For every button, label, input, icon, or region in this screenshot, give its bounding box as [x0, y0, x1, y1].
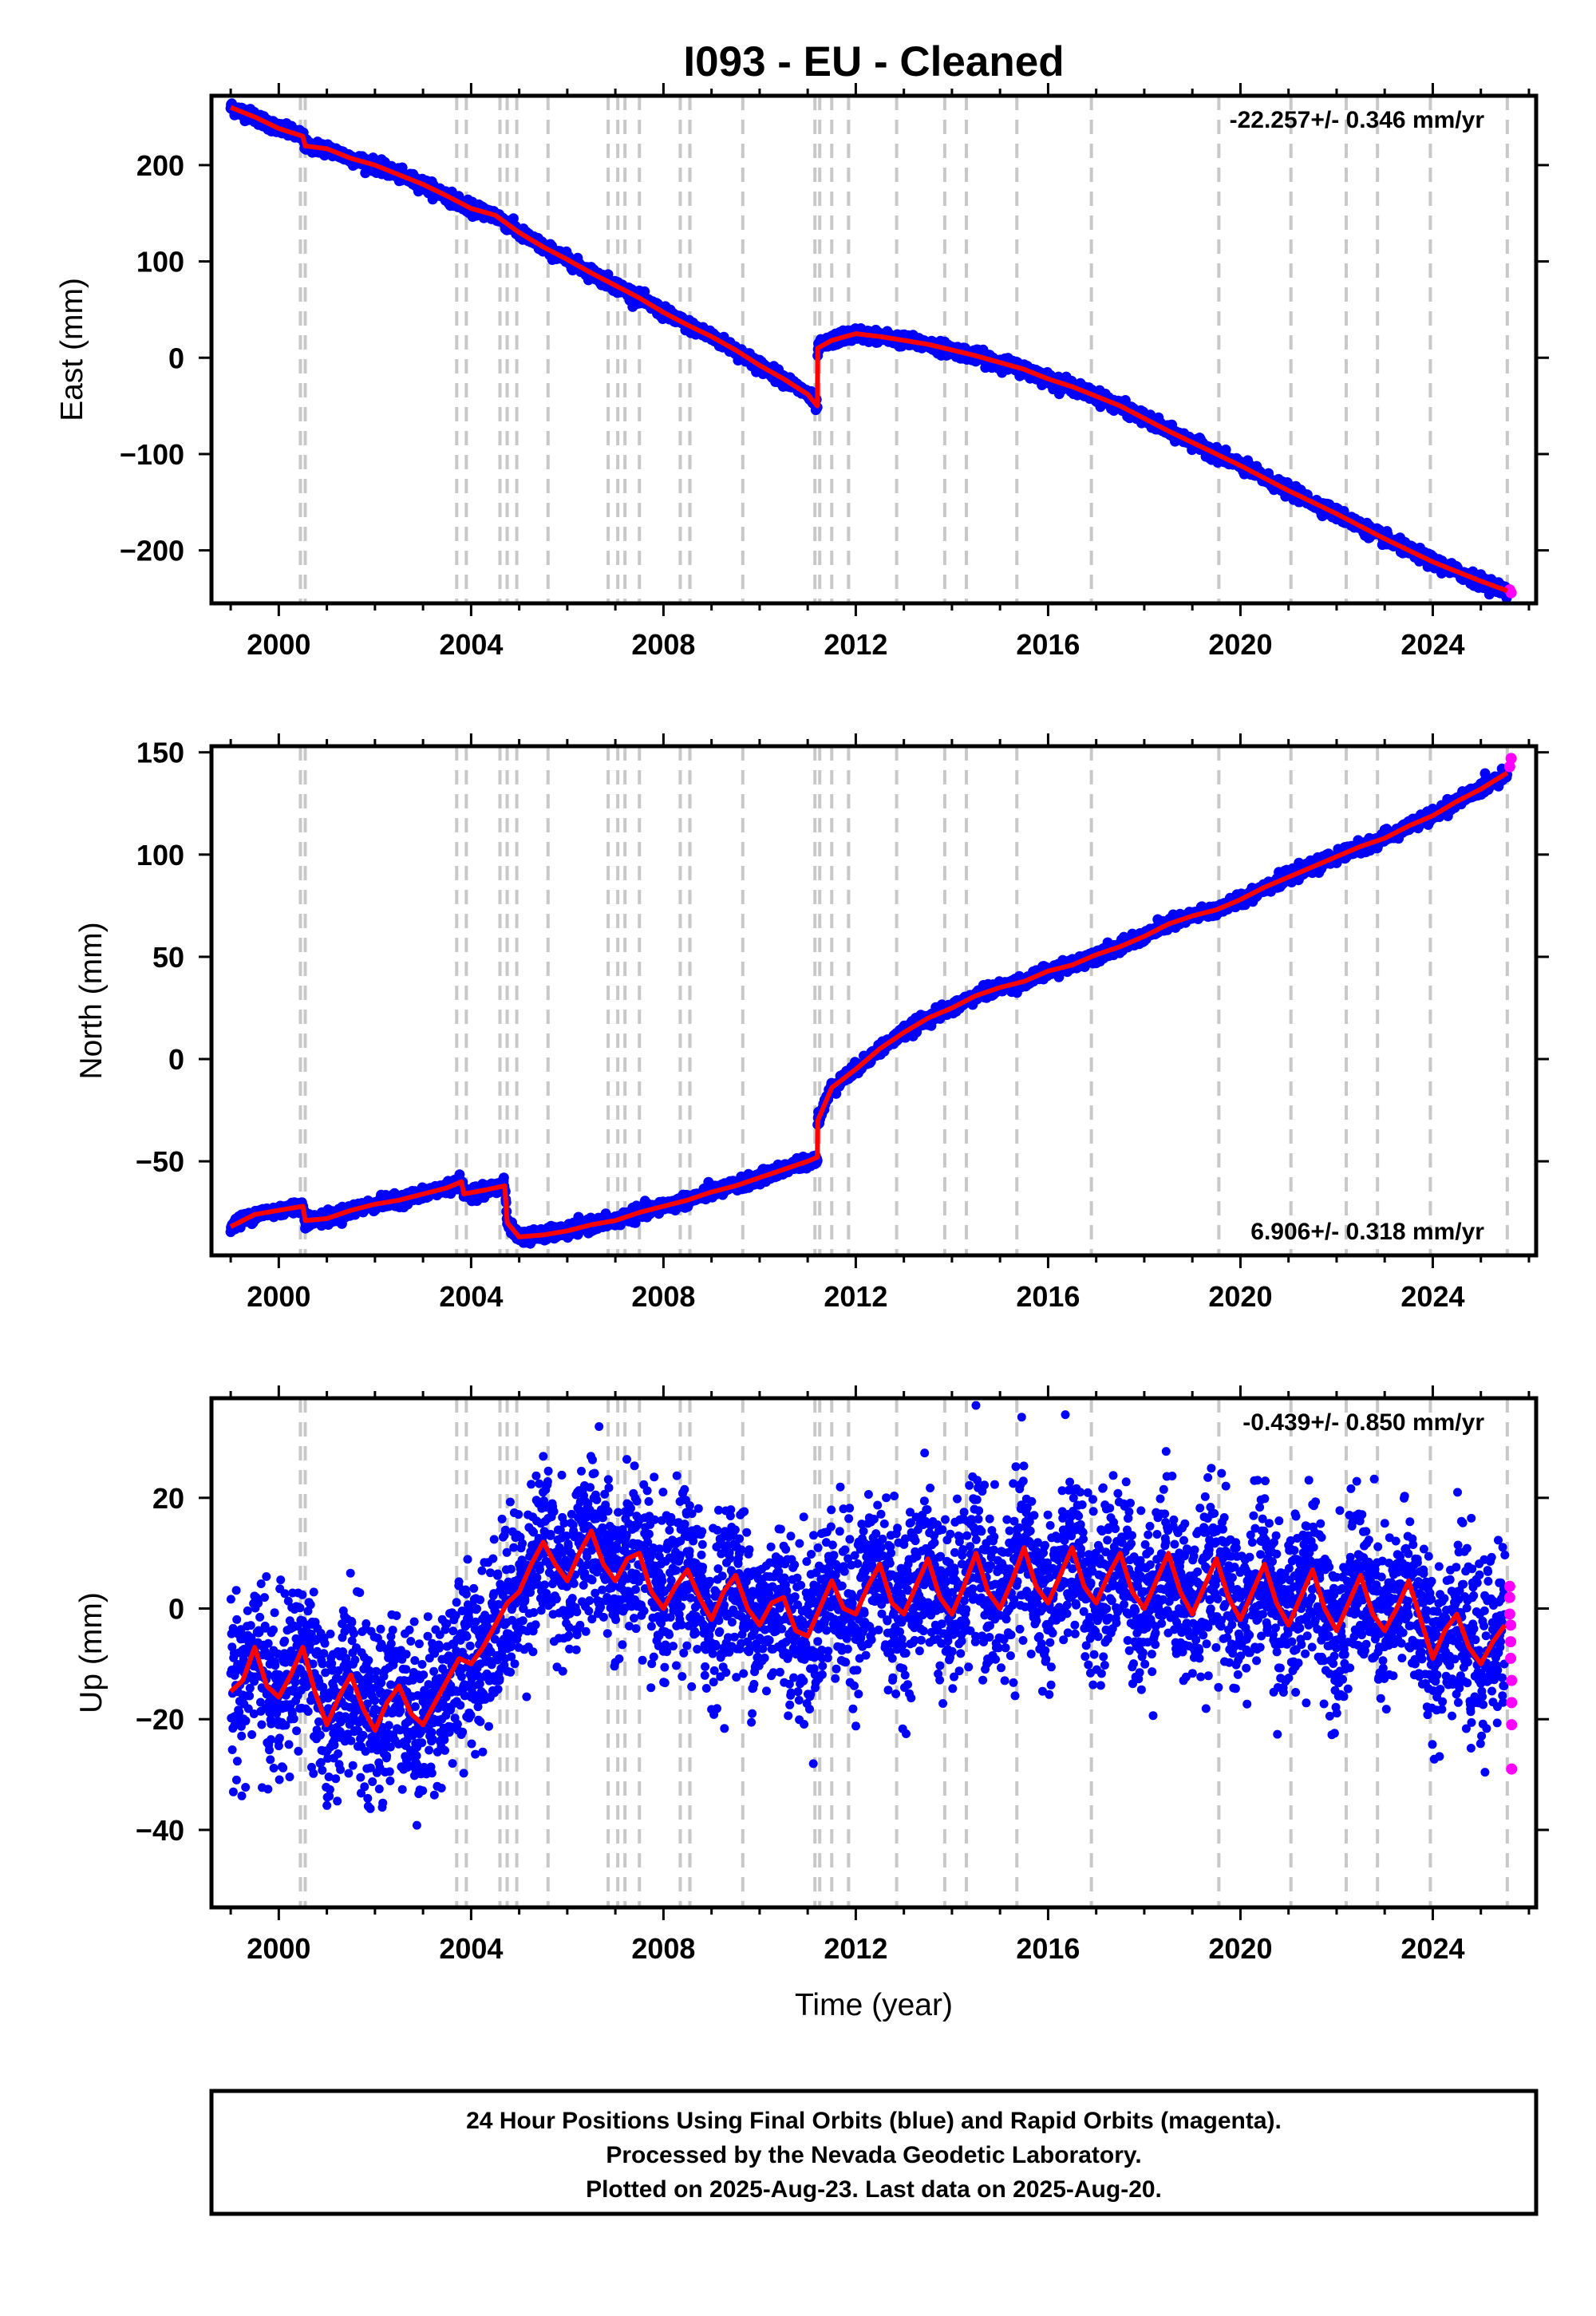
plot-frame	[209, 93, 1539, 606]
x-tick-label: 2024	[1400, 628, 1464, 661]
y-tick-label: −200	[120, 535, 184, 567]
y-tick-label: 100	[136, 246, 184, 279]
y-tick-label: −100	[120, 438, 184, 471]
x-axis: 2000 2004 2008 2012 2016 2020 2024	[229, 83, 1531, 661]
x-tick-label: 2012	[824, 628, 887, 661]
event-lines	[298, 96, 1509, 603]
north-panel: 2000 2004 2008 2012 2016 2020 2024−50050100150…	[74, 733, 1549, 1313]
data-point	[1505, 587, 1517, 599]
y-tick-label: 0	[168, 342, 184, 374]
x-tick-label: 2004	[439, 628, 503, 661]
event-lines	[298, 746, 1509, 1255]
y-axis-label: East (mm)	[55, 278, 89, 421]
y-tick-label: 200	[136, 149, 184, 182]
rate-annotation: -22.257+/- 0.346 mm/yr	[1230, 107, 1485, 133]
plot-area	[225, 753, 1517, 1249]
x-tick-label: 2016	[1016, 628, 1080, 661]
y-axis: −200 −100 0 100 200	[120, 149, 1549, 567]
model-line	[229, 105, 1508, 594]
plot-area	[225, 98, 1517, 603]
data-point	[508, 213, 519, 224]
figure-title: I093 - EU - Cleaned	[683, 38, 1064, 85]
x-tick-label: 2020	[1208, 628, 1272, 661]
rapid-orbit-points	[1503, 584, 1517, 599]
x-tick-label: 2008	[631, 628, 695, 661]
east-panel: 2000 2004 2008 2012 2016 2020 2024 −200 −100 0 100…	[55, 83, 1549, 661]
x-tick-label: 2000	[247, 628, 310, 661]
